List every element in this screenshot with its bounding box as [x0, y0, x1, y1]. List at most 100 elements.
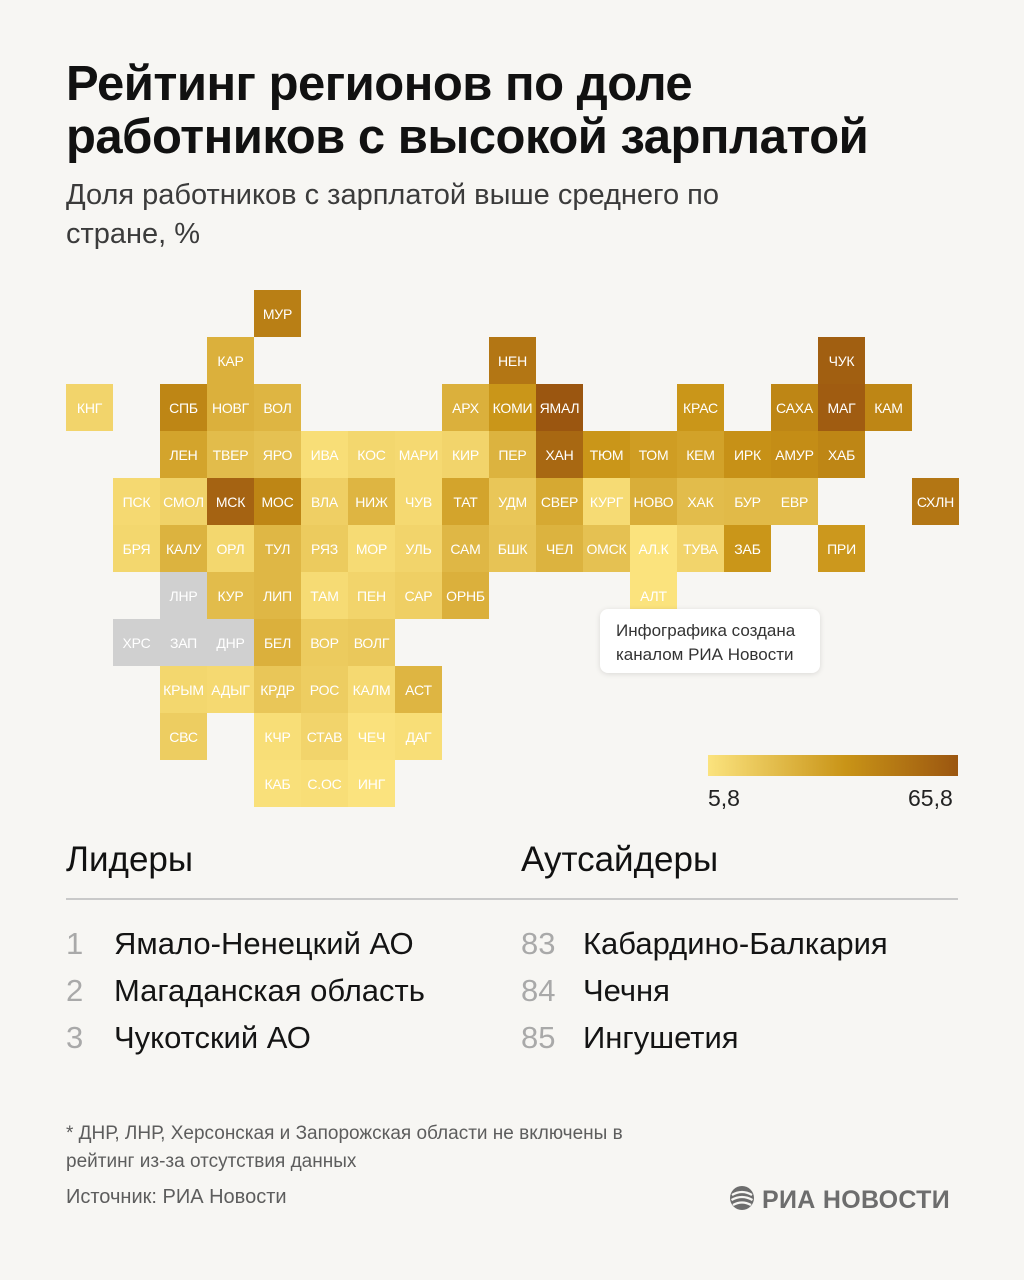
- region-name: Ингушетия: [583, 1019, 739, 1055]
- list-item: 2 Магаданская область: [66, 967, 425, 1014]
- ria-logo[interactable]: РИА НОВОСТИ: [728, 1183, 950, 1217]
- outsiders-heading: Аутсайдеры: [521, 840, 719, 879]
- region-tile: ОРЛ: [207, 525, 254, 572]
- list-item: 1 Ямало-Ненецкий АО: [66, 920, 425, 967]
- region-tile: СХЛН: [912, 478, 959, 525]
- region-tile: ПЕН: [348, 572, 395, 619]
- region-tile: КАЛУ: [160, 525, 207, 572]
- region-tile: ХАК: [677, 478, 724, 525]
- region-tile: ТВЕР: [207, 431, 254, 478]
- region-tile: НОВГ: [207, 384, 254, 431]
- region-tile: ТЮМ: [583, 431, 630, 478]
- legend-max-label: 65,8: [908, 785, 953, 811]
- list-item: 3 Чукотский АО: [66, 1014, 425, 1061]
- region-tile: ПРИ: [818, 525, 865, 572]
- footnote: * ДНР, ЛНР, Херсонская и Запорожская обл…: [66, 1123, 623, 1172]
- region-tile: ЗАБ: [724, 525, 771, 572]
- region-tile: КОМИ: [489, 384, 536, 431]
- region-tile: ЯРО: [254, 431, 301, 478]
- region-tile: ХАБ: [818, 431, 865, 478]
- list-item: 83 Кабардино-Балкария: [521, 920, 888, 967]
- region-tile: КЕМ: [677, 431, 724, 478]
- region-tile: КРДР: [254, 666, 301, 713]
- region-tile: МУР: [254, 290, 301, 337]
- region-tile: КАМ: [865, 384, 912, 431]
- region-tile: САР: [395, 572, 442, 619]
- region-tile: НИЖ: [348, 478, 395, 525]
- region-tile: НЕН: [489, 337, 536, 384]
- rank-number: 83: [521, 925, 556, 961]
- region-tile: АРХ: [442, 384, 489, 431]
- region-tile: ТОМ: [630, 431, 677, 478]
- region-tile: ХРС: [113, 619, 160, 666]
- region-tile: ЛНР: [160, 572, 207, 619]
- region-tile: ЛЕН: [160, 431, 207, 478]
- credit-line-1: Инфографика создана: [616, 621, 796, 640]
- legend-gradient-bar: [708, 755, 958, 776]
- region-tile: САХА: [771, 384, 818, 431]
- region-tile: ИНГ: [348, 760, 395, 807]
- region-tile: КАР: [207, 337, 254, 384]
- region-tile: КИР: [442, 431, 489, 478]
- region-tile: ЧЕЧ: [348, 713, 395, 760]
- region-tile: КУР: [207, 572, 254, 619]
- region-tile: АЛ.К: [630, 525, 677, 572]
- region-tile: ИВА: [301, 431, 348, 478]
- region-tile: КРЫМ: [160, 666, 207, 713]
- region-tile: БУР: [724, 478, 771, 525]
- region-tile: МАГ: [818, 384, 865, 431]
- region-tile: УЛЬ: [395, 525, 442, 572]
- region-tile: ХАН: [536, 431, 583, 478]
- region-tile: СВС: [160, 713, 207, 760]
- leaders-heading: Лидеры: [66, 840, 194, 879]
- region-tile: БЕЛ: [254, 619, 301, 666]
- section-divider: [66, 898, 958, 900]
- region-tile: ОМСК: [583, 525, 630, 572]
- region-tile: С.ОС: [301, 760, 348, 807]
- region-name: Ямало-Ненецкий АО: [114, 925, 414, 961]
- region-tile: БШК: [489, 525, 536, 572]
- list-item: 85 Ингушетия: [521, 1014, 888, 1061]
- region-name: Магаданская область: [114, 972, 425, 1008]
- region-tile: ЧУК: [818, 337, 865, 384]
- region-tile: МСК: [207, 478, 254, 525]
- ria-globe-icon: [728, 1184, 756, 1217]
- region-name: Кабардино-Балкария: [583, 925, 888, 961]
- outsiders-list: 83 Кабардино-Балкария 84 Чечня 85 Ингуше…: [521, 920, 888, 1061]
- region-tile: АДЫГ: [207, 666, 254, 713]
- region-tile: КЧР: [254, 713, 301, 760]
- region-tile: ПСК: [113, 478, 160, 525]
- region-tile: ИРК: [724, 431, 771, 478]
- page-title: Рейтинг регионов по доле работников с вы…: [66, 57, 869, 164]
- region-tile: ДАГ: [395, 713, 442, 760]
- logo-text: РИА НОВОСТИ: [762, 1185, 950, 1214]
- region-tile: ВОЛ: [254, 384, 301, 431]
- region-tile: ЯМАЛ: [536, 384, 583, 431]
- region-tile: НОВО: [630, 478, 677, 525]
- rank-number: 85: [521, 1019, 556, 1055]
- rank-number: 1: [66, 925, 84, 961]
- rank-number: 2: [66, 972, 84, 1008]
- list-item: 84 Чечня: [521, 967, 888, 1014]
- region-tile: КАБ: [254, 760, 301, 807]
- region-tile: УДМ: [489, 478, 536, 525]
- region-tile: ПЕР: [489, 431, 536, 478]
- rank-number: 3: [66, 1019, 84, 1055]
- region-name: Чечня: [583, 972, 670, 1008]
- region-tile: КРАС: [677, 384, 724, 431]
- region-tile: АМУР: [771, 431, 818, 478]
- region-tile: ТАМ: [301, 572, 348, 619]
- region-tile: КОС: [348, 431, 395, 478]
- region-tile: СМОЛ: [160, 478, 207, 525]
- rank-number: 84: [521, 972, 556, 1008]
- region-tile: ВОР: [301, 619, 348, 666]
- region-tile: КАЛМ: [348, 666, 395, 713]
- page-subtitle: Доля работников с зарплатой выше среднег…: [66, 179, 720, 250]
- region-tile: РОС: [301, 666, 348, 713]
- region-tile: ТУЛ: [254, 525, 301, 572]
- region-tile: СПБ: [160, 384, 207, 431]
- region-tile: ТУВА: [677, 525, 724, 572]
- region-tile: КУРГ: [583, 478, 630, 525]
- region-tile: ВОЛГ: [348, 619, 395, 666]
- region-tile: ОРНБ: [442, 572, 489, 619]
